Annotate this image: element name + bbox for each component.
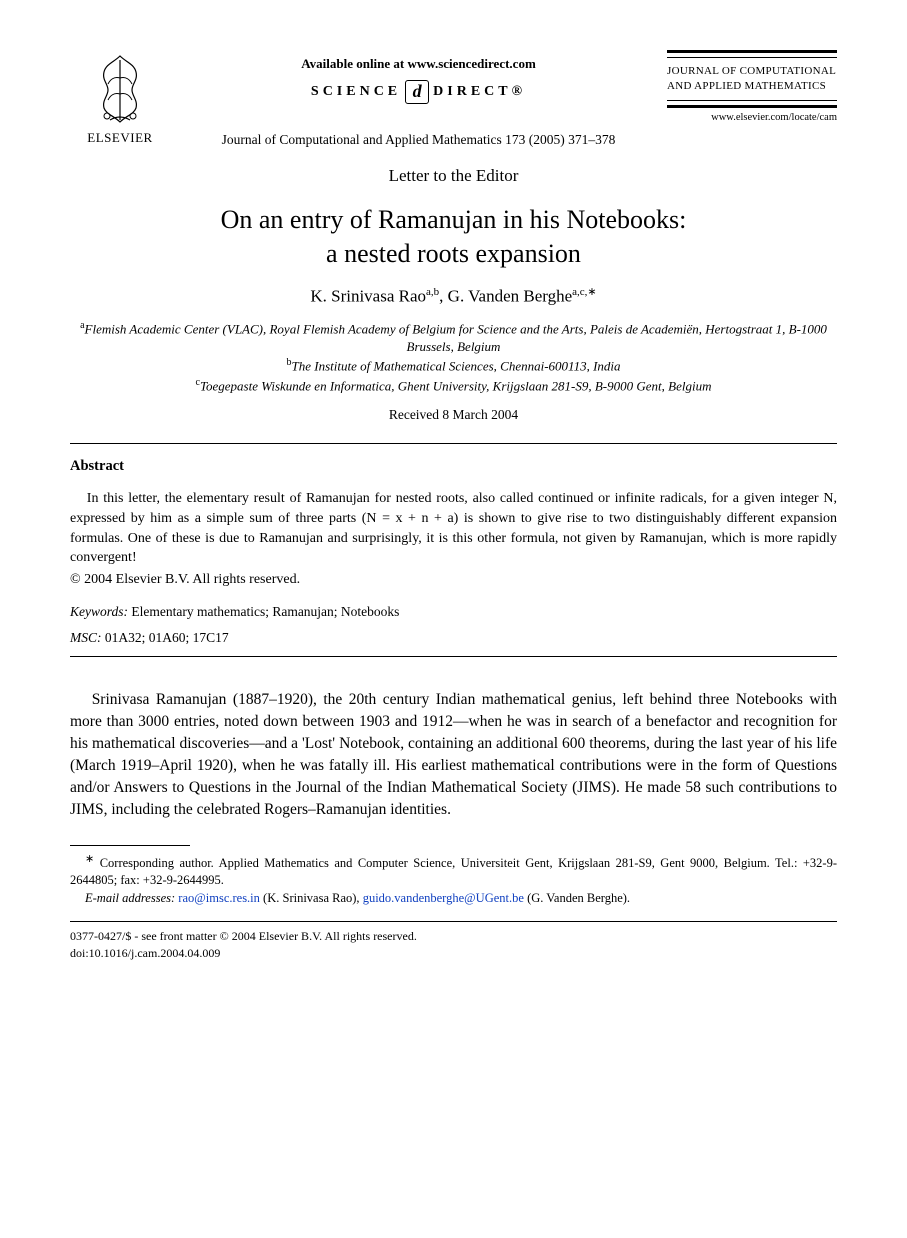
sd-word-right: DIRECT® (433, 84, 526, 100)
journal-name: JOURNAL OF COMPUTATIONAL AND APPLIED MAT… (667, 64, 837, 94)
publisher-name: ELSEVIER (87, 130, 152, 146)
sciencedirect-logo: SCIENCE d DIRECT® (311, 80, 526, 104)
journal-title-block: JOURNAL OF COMPUTATIONAL AND APPLIED MAT… (667, 50, 837, 123)
corresponding-author-text: Corresponding author. Applied Mathematic… (70, 856, 837, 888)
elsevier-tree-icon (84, 50, 156, 128)
affiliation-b: The Institute of Mathematical Sciences, … (291, 359, 620, 374)
email-addresses-label: E-mail addresses: (85, 891, 175, 905)
author-2-affiliation-marks: a,c,∗ (572, 286, 596, 298)
title-line-1: On an entry of Ramanujan in his Notebook… (221, 205, 687, 234)
divider-icon (70, 656, 837, 657)
author-2: G. Vanden Berghe (448, 287, 573, 306)
article-page: ELSEVIER Available online at www.science… (0, 0, 907, 1002)
article-title: On an entry of Ramanujan in his Notebook… (70, 203, 837, 271)
available-online-text: Available online at www.sciencedirect.co… (170, 56, 667, 72)
author-1-affiliation-marks: a,b (426, 286, 439, 298)
rule-icon (667, 50, 837, 58)
abstract-copyright: © 2004 Elsevier B.V. All rights reserved… (70, 572, 837, 588)
publisher-logo-block: ELSEVIER (70, 50, 170, 146)
authors-line: K. Srinivasa Raoa,b, G. Vanden Berghea,c… (70, 285, 837, 307)
footnote-divider-icon (70, 845, 190, 846)
divider-icon (70, 921, 837, 922)
header-center: Available online at www.sciencedirect.co… (170, 50, 667, 148)
msc-label: MSC: (70, 630, 102, 645)
rule-icon (667, 100, 837, 108)
sd-word-left: SCIENCE (311, 84, 401, 100)
msc-line: MSC: 01A32; 01A60; 17C17 (70, 630, 837, 646)
email-link-2[interactable]: guido.vandenberghe@UGent.be (363, 891, 524, 905)
citation-line: Journal of Computational and Applied Mat… (170, 132, 667, 148)
affiliation-a: Flemish Academic Center (VLAC), Royal Fl… (85, 321, 827, 354)
keywords-line: Keywords: Elementary mathematics; Ramanu… (70, 604, 837, 620)
keywords-text: Elementary mathematics; Ramanujan; Noteb… (128, 604, 399, 619)
email-link-1[interactable]: rao@imsc.res.in (178, 891, 260, 905)
abstract-heading: Abstract (70, 458, 837, 475)
keywords-label: Keywords: (70, 604, 128, 619)
title-line-2: a nested roots expansion (326, 239, 581, 268)
affiliation-c: Toegepaste Wiskunde en Informatica, Ghen… (200, 378, 712, 393)
email-1-paren: (K. Srinivasa Rao), (260, 891, 363, 905)
divider-icon (70, 443, 837, 444)
msc-text: 01A32; 01A60; 17C17 (102, 630, 229, 645)
sd-d-icon: d (405, 80, 429, 104)
email-2-paren: (G. Vanden Berghe). (524, 891, 630, 905)
front-matter-line-1: 0377-0427/$ - see front matter © 2004 El… (70, 928, 837, 945)
abstract-body: In this letter, the elementary result of… (70, 489, 837, 567)
doi-line: doi:10.1016/j.cam.2004.04.009 (70, 945, 837, 962)
article-type: Letter to the Editor (70, 166, 837, 186)
body-paragraph-1: Srinivasa Ramanujan (1887–1920), the 20t… (70, 689, 837, 821)
page-header: ELSEVIER Available online at www.science… (70, 50, 837, 148)
author-1: K. Srinivasa Rao (310, 287, 426, 306)
affiliations: aFlemish Academic Center (VLAC), Royal F… (70, 319, 837, 396)
front-matter: 0377-0427/$ - see front matter © 2004 El… (70, 928, 837, 962)
asterisk-icon: ∗ (85, 853, 94, 865)
corresponding-author-footnote: ∗ Corresponding author. Applied Mathemat… (70, 852, 837, 908)
journal-url: www.elsevier.com/locate/cam (667, 112, 837, 123)
received-date: Received 8 March 2004 (70, 407, 837, 423)
